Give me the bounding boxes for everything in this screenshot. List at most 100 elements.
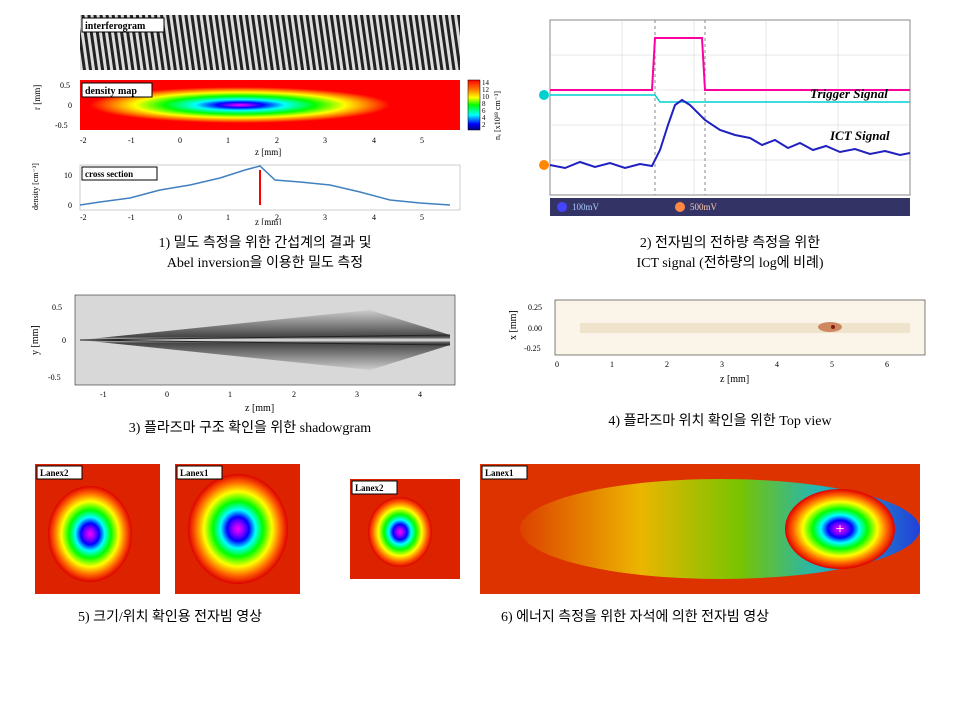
panel-5: Lanex2 Lanex1 5) 크기/위치 확인용 전자빔 영상 bbox=[20, 454, 320, 628]
colorbar bbox=[468, 80, 480, 130]
svg-text:0.00: 0.00 bbox=[528, 324, 542, 333]
cross-label: cross section bbox=[85, 169, 133, 179]
bottom-text-2: 500mV bbox=[690, 202, 718, 212]
topview-svg: x [mm] 0.25 0.00 -0.25 0 1 2 3 4 5 6 z [… bbox=[500, 285, 940, 400]
interferogram-label: interferogram bbox=[85, 21, 146, 32]
panel-2: Trigger Signal ICT Signal 100mV 500mV 2)… bbox=[530, 10, 930, 273]
svg-text:0: 0 bbox=[178, 213, 182, 222]
p5-lanex2-label: Lanex2 bbox=[40, 468, 69, 478]
svg-text:-1: -1 bbox=[128, 213, 135, 222]
bottom-ch-icon-1 bbox=[557, 202, 567, 212]
scope-bg bbox=[550, 20, 910, 195]
cross-z-ticks: -2 -1 0 1 2 3 4 5 bbox=[80, 213, 424, 222]
svg-text:-2: -2 bbox=[80, 136, 87, 145]
r-axis-label: r [mm] bbox=[32, 85, 42, 110]
svg-text:3: 3 bbox=[720, 360, 724, 369]
p5-lanex1-label: Lanex1 bbox=[180, 468, 209, 478]
topview-spot bbox=[818, 322, 842, 332]
svg-text:6: 6 bbox=[885, 360, 889, 369]
p4-xlabel: z [mm] bbox=[720, 374, 749, 385]
svg-text:-0.5: -0.5 bbox=[48, 373, 61, 382]
p5-lanex1-spot bbox=[188, 474, 288, 584]
panel-4: x [mm] 0.25 0.00 -0.25 0 1 2 3 4 5 6 z [… bbox=[500, 285, 940, 439]
svg-text:2: 2 bbox=[292, 390, 296, 399]
p3-ylabel: y [mm] bbox=[30, 325, 41, 355]
svg-text:0: 0 bbox=[165, 390, 169, 399]
panel-1-charts: interferogram density map r [mm] 0.5 0 -… bbox=[20, 10, 510, 230]
panel-6-caption: 6) 에너지 측정을 위한 자석에 의한 전자빔 영상 bbox=[501, 608, 769, 628]
svg-text:-0.25: -0.25 bbox=[524, 344, 541, 353]
svg-text:1: 1 bbox=[226, 136, 230, 145]
svg-text:5: 5 bbox=[420, 213, 424, 222]
panel-4-caption: 4) 플라즈마 위치 확인을 위한 Top view bbox=[608, 412, 831, 432]
panel-2-chart: Trigger Signal ICT Signal 100mV 500mV bbox=[530, 10, 930, 230]
p3-xticks: -1 0 1 2 3 4 bbox=[100, 390, 422, 399]
svg-text:0: 0 bbox=[62, 336, 66, 345]
svg-text:-2: -2 bbox=[80, 213, 87, 222]
panel-1-svg: interferogram density map r [mm] 0.5 0 -… bbox=[20, 10, 510, 225]
svg-text:4: 4 bbox=[775, 360, 779, 369]
p6-lanex1-label: Lanex1 bbox=[485, 468, 514, 478]
row-1: interferogram density map r [mm] 0.5 0 -… bbox=[20, 10, 956, 273]
ch2-marker bbox=[539, 160, 549, 170]
density-label: density map bbox=[85, 86, 137, 97]
panel-1-caption: 1) 밀도 측정을 위한 간섭계의 결과 및 Abel inversion을 이… bbox=[159, 234, 372, 273]
p3-xlabel: z [mm] bbox=[245, 403, 274, 414]
svg-text:3: 3 bbox=[323, 213, 327, 222]
p4-ylabel: x [mm] bbox=[508, 310, 519, 340]
scope-bottom-bar bbox=[550, 198, 910, 216]
svg-text:4: 4 bbox=[372, 136, 376, 145]
panel-3-caption: 3) 플라즈마 구조 확인을 위한 shadowgram bbox=[129, 419, 371, 439]
bottom-ch-icon-2 bbox=[675, 202, 685, 212]
topview-streak bbox=[580, 323, 910, 333]
panel5-svg: Lanex2 Lanex1 bbox=[20, 454, 320, 604]
density-z-ticks: -2 -1 0 1 2 3 4 5 bbox=[80, 136, 424, 145]
cross-xlabel: z [mm] bbox=[255, 217, 281, 225]
colorbar-label: nₑ [x10¹⁸ cm⁻³] bbox=[493, 91, 502, 140]
svg-text:-0.5: -0.5 bbox=[55, 121, 68, 130]
svg-text:-1: -1 bbox=[128, 136, 135, 145]
svg-text:0: 0 bbox=[178, 136, 182, 145]
topview-dot bbox=[831, 325, 835, 329]
svg-text:3: 3 bbox=[323, 136, 327, 145]
panel-6: Lanex2 + Lanex1 6) 에너지 측정을 위한 자석에 의한 전자빔… bbox=[340, 454, 930, 628]
panel-2-caption: 2) 전자빔의 전하량 측정을 위한 ICT signal (전하량의 log에… bbox=[636, 234, 823, 273]
svg-text:10: 10 bbox=[64, 171, 72, 180]
panel-3: y [mm] 0.5 0 -0.5 -1 0 1 2 3 4 z [mm] 3)… bbox=[20, 285, 480, 439]
svg-text:5: 5 bbox=[420, 136, 424, 145]
svg-text:2: 2 bbox=[665, 360, 669, 369]
svg-text:2: 2 bbox=[275, 136, 279, 145]
row-2: y [mm] 0.5 0 -0.5 -1 0 1 2 3 4 z [mm] 3)… bbox=[20, 285, 956, 439]
svg-text:0: 0 bbox=[555, 360, 559, 369]
p4-xticks: 0 1 2 3 4 5 6 bbox=[555, 360, 889, 369]
panel-5-caption: 5) 크기/위치 확인용 전자빔 영상 bbox=[78, 608, 262, 628]
svg-text:0.5: 0.5 bbox=[60, 81, 70, 90]
svg-text:0.25: 0.25 bbox=[528, 303, 542, 312]
p6-lanex2-spot bbox=[368, 497, 432, 567]
density-xlabel: z [mm] bbox=[255, 147, 281, 157]
svg-text:1: 1 bbox=[610, 360, 614, 369]
ict-label: ICT Signal bbox=[829, 128, 890, 143]
svg-text:4: 4 bbox=[372, 213, 376, 222]
p5-lanex2-spot bbox=[48, 486, 132, 582]
row-3: Lanex2 Lanex1 5) 크기/위치 확인용 전자빔 영상 bbox=[20, 454, 956, 628]
svg-text:5: 5 bbox=[830, 360, 834, 369]
svg-text:0.5: 0.5 bbox=[52, 303, 62, 312]
svg-text:3: 3 bbox=[355, 390, 359, 399]
bottom-text-1: 100mV bbox=[572, 202, 600, 212]
colorbar-ticks: 14 12 10 8 6 4 2 bbox=[482, 79, 490, 129]
svg-text:4: 4 bbox=[418, 390, 422, 399]
ch1-marker bbox=[539, 90, 549, 100]
svg-text:0: 0 bbox=[68, 101, 72, 110]
p6-lanex2-label: Lanex2 bbox=[355, 483, 384, 493]
panel-1: interferogram density map r [mm] 0.5 0 -… bbox=[20, 10, 510, 273]
svg-text:0: 0 bbox=[68, 201, 72, 210]
trigger-label: Trigger Signal bbox=[810, 86, 888, 101]
svg-text:-1: -1 bbox=[100, 390, 107, 399]
shadowgram-svg: y [mm] 0.5 0 -0.5 -1 0 1 2 3 4 z [mm] bbox=[20, 285, 480, 415]
svg-text:1: 1 bbox=[226, 213, 230, 222]
density-axis-label: density [cm⁻³] bbox=[31, 163, 40, 210]
p6-cross: + bbox=[835, 521, 844, 538]
svg-text:1: 1 bbox=[228, 390, 232, 399]
svg-text:2: 2 bbox=[482, 121, 486, 129]
